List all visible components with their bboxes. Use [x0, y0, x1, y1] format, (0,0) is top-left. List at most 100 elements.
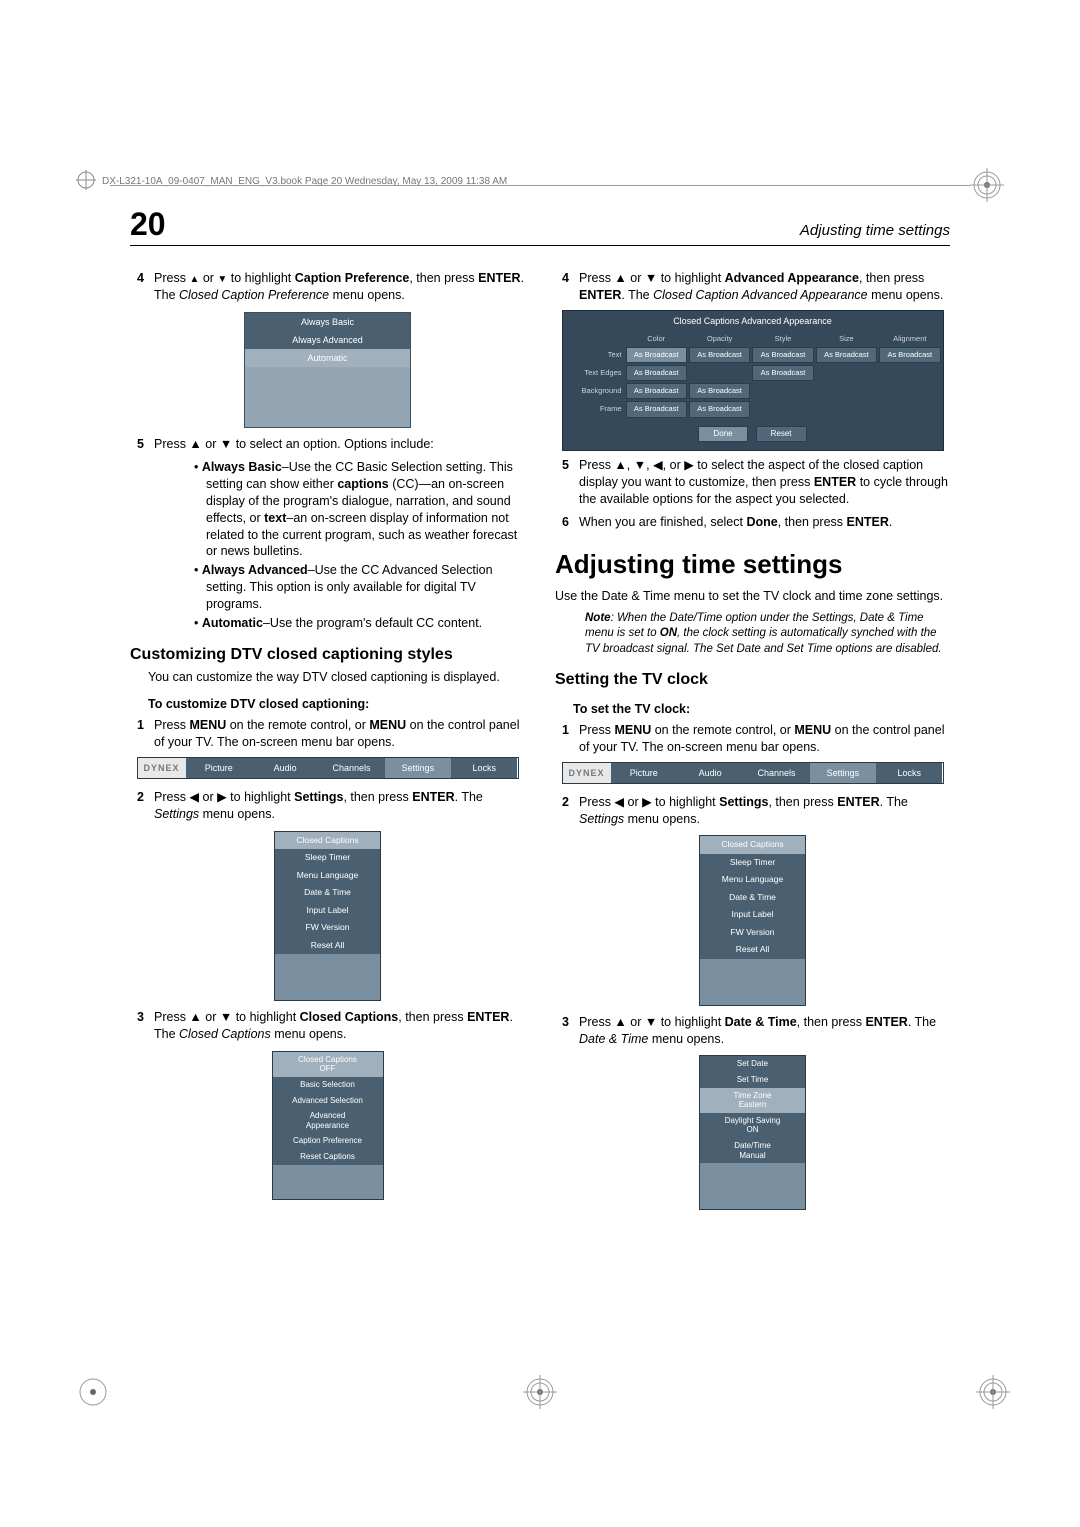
menu-item: Basic Selection — [273, 1077, 383, 1093]
table-cell: As Broadcast — [626, 401, 687, 417]
menubar-tab: Locks — [876, 763, 942, 783]
table-cell: As Broadcast — [752, 365, 813, 381]
menubar-tab: Audio — [677, 763, 743, 783]
brand-logo: DYNEX — [138, 758, 186, 778]
page-number: 20 — [130, 206, 166, 243]
registration-bottom-left-icon — [76, 1375, 110, 1409]
menu-item: Menu Language — [275, 867, 380, 884]
column-header: Style — [752, 333, 813, 345]
step-text: Press ▲ or ▼ to highlight Advanced Appea… — [579, 270, 950, 304]
done-button: Done — [698, 426, 747, 443]
step-number: 6 — [555, 514, 569, 531]
menu-item: Reset All — [700, 941, 805, 958]
step-number: 2 — [555, 794, 569, 828]
menu-item: Reset All — [275, 937, 380, 954]
settings-menu: Closed CaptionsSleep TimerMenu LanguageD… — [274, 831, 381, 1001]
section-heading: Setting the TV clock — [555, 669, 950, 691]
step-text: Press MENU on the remote control, or MEN… — [579, 722, 950, 756]
column-header: Opacity — [689, 333, 750, 345]
menubar-tab: Channels — [318, 758, 384, 778]
menu-item: Menu Language — [700, 871, 805, 888]
step-text: Press ◀ or ▶ to highlight Settings, then… — [154, 789, 525, 823]
row-label: Frame — [565, 401, 624, 417]
menu-item: Set Date — [700, 1056, 805, 1072]
menubar-tab: Locks — [451, 758, 517, 778]
step-number: 5 — [555, 457, 569, 508]
date-time-menu: Set DateSet TimeTime ZoneEasternDaylight… — [699, 1055, 806, 1210]
reset-button: Reset — [756, 426, 807, 443]
advanced-appearance-table: Closed Captions Advanced AppearanceColor… — [562, 310, 944, 452]
step-text: Press ▲, ▼, ◀, or ▶ to select the aspect… — [579, 457, 950, 508]
row-label: Background — [565, 383, 624, 399]
note: Note: When the Date/Time option under th… — [585, 611, 950, 658]
menubar-tab: Channels — [743, 763, 809, 783]
table-cell: As Broadcast — [752, 347, 813, 363]
menu-item: Reset Captions — [273, 1149, 383, 1165]
step-number: 4 — [555, 270, 569, 304]
menubar-tab: Settings — [810, 763, 876, 783]
table-title: Closed Captions Advanced Appearance — [563, 311, 943, 331]
menu-item: Daylight SavingON — [700, 1113, 805, 1138]
procedure-heading: To customize DTV closed captioning: — [148, 696, 525, 713]
step-number: 2 — [130, 789, 144, 823]
table-cell: As Broadcast — [689, 347, 750, 363]
menu-item: AdvancedAppearance — [273, 1108, 383, 1133]
step-text: When you are finished, select Done, then… — [579, 514, 950, 531]
row-label: Text — [565, 347, 624, 363]
caption-preference-menu: Always BasicAlways AdvancedAutomatic — [244, 312, 411, 428]
option-list: Always Basic–Use the CC Basic Selection … — [154, 459, 525, 632]
list-item: Always Basic–Use the CC Basic Selection … — [194, 459, 525, 560]
table-cell: As Broadcast — [689, 383, 750, 399]
page-header: 20 Adjusting time settings — [130, 206, 950, 246]
column-header: Size — [816, 333, 877, 345]
table-cell: As Broadcast — [626, 383, 687, 399]
menubar-tab: Picture — [611, 763, 677, 783]
left-column: 4 Press ▲ or ▼ to highlight Caption Pref… — [130, 270, 525, 1387]
menu-item: Closed Captions — [275, 832, 380, 849]
osd-menubar: DYNEXPictureAudioChannelsSettingsLocks — [137, 757, 519, 779]
section-heading: Customizing DTV closed captioning styles — [130, 644, 525, 666]
osd-menubar: DYNEXPictureAudioChannelsSettingsLocks — [562, 762, 944, 784]
menu-item: Set Time — [700, 1072, 805, 1088]
menu-item: Sleep Timer — [275, 849, 380, 866]
list-item: Automatic–Use the program's default CC c… — [194, 615, 525, 632]
list-item: Always Advanced–Use the CC Advanced Sele… — [194, 562, 525, 613]
menu-item: Automatic — [245, 349, 410, 367]
procedure-heading: To set the TV clock: — [573, 701, 950, 718]
step-text: Press ▲ or ▼ to select an option. Option… — [154, 436, 525, 453]
table-cell: As Broadcast — [816, 347, 877, 363]
table-cell: As Broadcast — [626, 365, 687, 381]
step-text: Press ▲ or ▼ to highlight Caption Prefer… — [154, 270, 525, 304]
menu-item: Always Advanced — [245, 331, 410, 349]
section-intro: You can customize the way DTV closed cap… — [148, 669, 525, 686]
right-column: 4 Press ▲ or ▼ to highlight Advanced App… — [555, 270, 950, 1387]
row-label: Text Edges — [565, 365, 624, 381]
table-cell: As Broadcast — [879, 347, 940, 363]
menu-item: Advanced Selection — [273, 1093, 383, 1109]
step-number: 3 — [130, 1009, 144, 1043]
step-text: Press ▲ or ▼ to highlight Closed Caption… — [154, 1009, 525, 1043]
main-intro: Use the Date & Time menu to set the TV c… — [555, 588, 950, 605]
menu-item: FW Version — [700, 924, 805, 941]
registration-top-right-icon — [970, 168, 1004, 202]
step-number: 5 — [130, 436, 144, 453]
step-number: 1 — [130, 717, 144, 751]
menu-item: Always Basic — [245, 313, 410, 331]
table-cell: As Broadcast — [689, 401, 750, 417]
column-header: Alignment — [879, 333, 940, 345]
book-header: DX-L321-10A_09-0407_MAN_ENG_V3.book Page… — [76, 176, 1004, 187]
menu-item: Time ZoneEastern — [700, 1088, 805, 1113]
step-number: 1 — [555, 722, 569, 756]
menu-item: Closed Captions — [700, 836, 805, 853]
closed-captions-menu: Closed CaptionsOFFBasic SelectionAdvance… — [272, 1051, 384, 1200]
menu-item: Input Label — [700, 906, 805, 923]
brand-logo: DYNEX — [563, 763, 611, 783]
menu-item: Sleep Timer — [700, 854, 805, 871]
menu-item: FW Version — [275, 919, 380, 936]
step-number: 3 — [555, 1014, 569, 1048]
menu-item: Closed CaptionsOFF — [273, 1052, 383, 1077]
running-header-title: Adjusting time settings — [800, 222, 950, 239]
manual-page: DX-L321-10A_09-0407_MAN_ENG_V3.book Page… — [0, 0, 1080, 1527]
menubar-tab: Settings — [385, 758, 451, 778]
step-text: Press ▲ or ▼ to highlight Date & Time, t… — [579, 1014, 950, 1048]
